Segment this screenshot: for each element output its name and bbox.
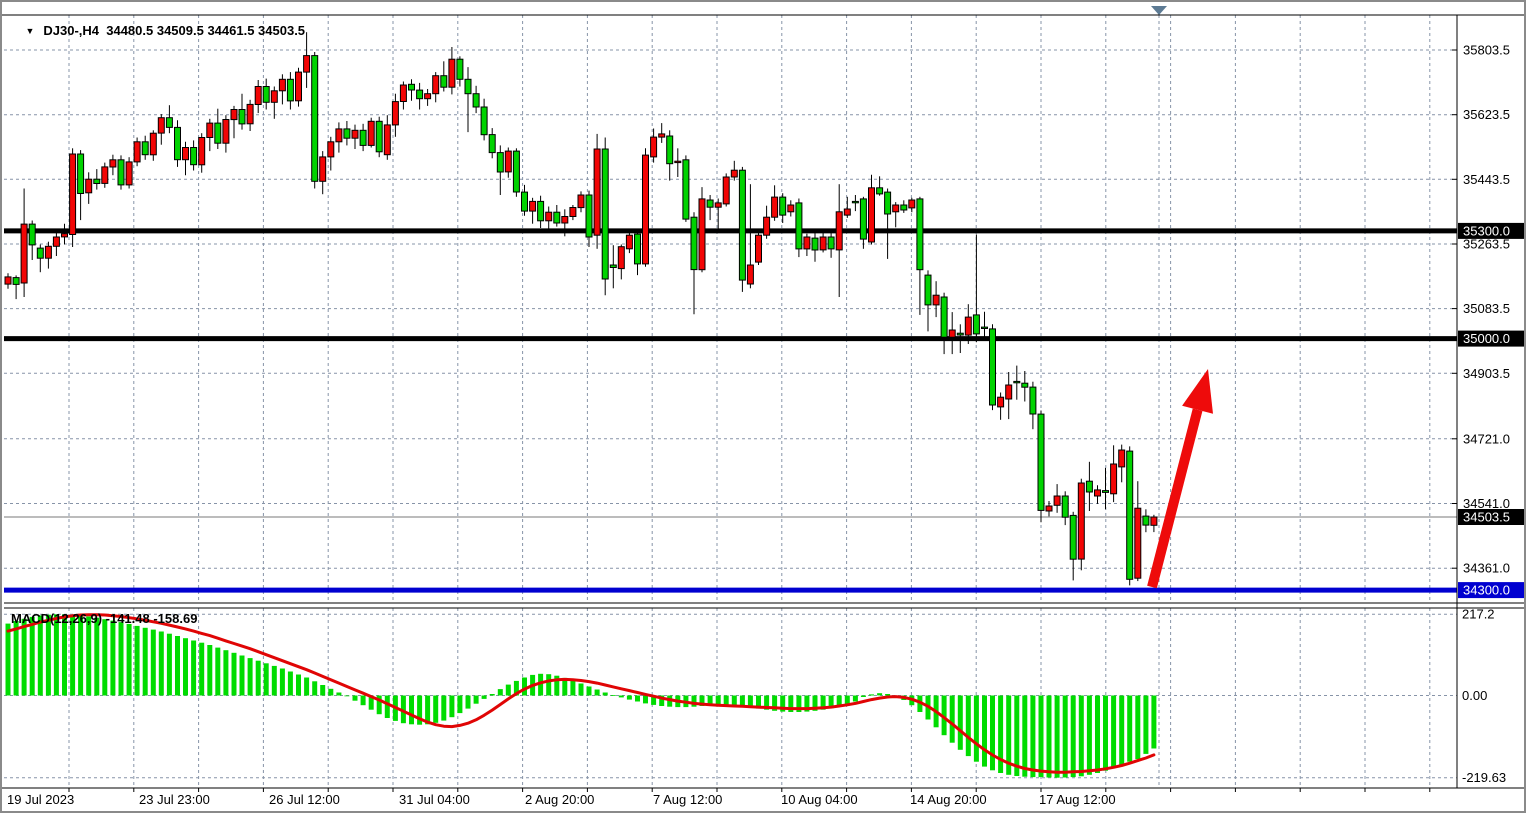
price-axis-chips: 35300.0 35000.0 34503.5 34300.0 [1458, 222, 1524, 599]
macd-signal-line [6, 613, 1156, 774]
svg-text:34300.0: 34300.0 [1463, 583, 1510, 598]
macd-tick-label: 0.00 [1462, 688, 1487, 703]
chart-title-text: DJ30-,H4 34480.5 34509.5 34461.5 34503.5 [43, 23, 306, 38]
macd-tick-label: -219.63 [1462, 770, 1506, 785]
price-grid: 35803.5 35623.5 35443.5 35263.5 35083.5 34903… [4, 43, 1510, 576]
svg-text:35300.0: 35300.0 [1463, 223, 1510, 238]
macd-grid: 217.2 0.00 -219.63 [4, 607, 1506, 785]
price-tick-label: 34721.0 [1463, 431, 1510, 446]
time-axis-label: 14 Aug 20:00 [910, 792, 987, 807]
price-tick-label: 34903.5 [1463, 366, 1510, 381]
price-tick-label: 35263.5 [1463, 237, 1510, 252]
macd-indicator-label: MACD(12,26,9) -141.48 -158.69 [11, 611, 198, 626]
time-axis: 19 Jul 2023 23 Jul 23:00 26 Jul 12:00 31 Ju… [7, 788, 1431, 807]
time-axis-label: 31 Jul 04:00 [399, 792, 470, 807]
svg-text:35000.0: 35000.0 [1463, 331, 1510, 346]
price-tick-label: 35083.5 [1463, 301, 1510, 316]
symbol-dropdown-icon[interactable]: ▼ [25, 26, 35, 36]
chart-title: ▼ DJ30-,H4 34480.5 34509.5 34461.5 34503.… [11, 8, 305, 53]
time-axis-label: 26 Jul 12:00 [269, 792, 340, 807]
trend-arrow-annotation[interactable] [1147, 369, 1213, 589]
price-level-chip [1458, 509, 1524, 525]
price-tick-label: 34361.0 [1463, 561, 1510, 576]
time-axis-label: 10 Aug 04:00 [781, 792, 858, 807]
price-level-chip [1458, 582, 1524, 599]
price-tick-label: 34541.0 [1463, 496, 1510, 511]
last-bar-marker-icon [1151, 6, 1167, 15]
support-resistance-lines[interactable] [4, 228, 1457, 593]
price-tick-label: 35443.5 [1463, 172, 1510, 187]
price-tick-label: 35803.5 [1463, 43, 1510, 58]
price-tick-label: 35623.5 [1463, 107, 1510, 122]
candles-series [4, 32, 1158, 586]
time-axis-label: 7 Aug 12:00 [653, 792, 722, 807]
panel-borders [2, 14, 1524, 789]
time-axis-label: 19 Jul 2023 [7, 792, 74, 807]
time-axis-label: 17 Aug 12:00 [1039, 792, 1116, 807]
svg-text:34503.5: 34503.5 [1463, 510, 1510, 525]
time-axis-label: 23 Jul 23:00 [139, 792, 210, 807]
macd-tick-label: 217.2 [1462, 607, 1495, 622]
time-axis-label: 2 Aug 20:00 [525, 792, 594, 807]
price-level-chip [1458, 330, 1524, 347]
price-level-chip [1458, 222, 1524, 239]
